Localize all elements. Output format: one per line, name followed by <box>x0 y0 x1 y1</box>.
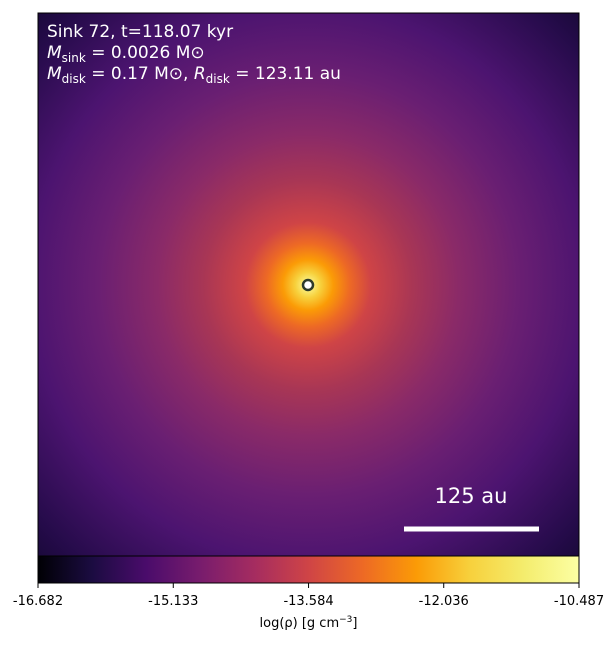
colorbar-tick-label: -15.133 <box>148 594 198 609</box>
symbol: R <box>194 64 206 84</box>
annotation-text: = 0.0026 M⊙ <box>86 43 205 63</box>
colorbar-label-superscript: −3 <box>339 615 352 625</box>
subscript: sink <box>62 51 86 65</box>
colorbar-tick-label: -16.682 <box>13 594 63 609</box>
annotation: Msink = 0.0026 M⊙ <box>47 43 205 65</box>
sink-marker <box>301 278 315 292</box>
colorbar-tick-label: -10.487 <box>554 594 604 609</box>
subscript: disk <box>206 72 230 86</box>
annotation-text: = 0.17 M⊙, <box>86 64 194 84</box>
annotation-text: = 123.11 au <box>230 64 341 84</box>
symbol: M <box>47 64 62 84</box>
colorbar <box>37 555 580 584</box>
colorbar-label-text: log(ρ) [g cm <box>260 616 340 631</box>
colorbar-label: log(ρ) [g cm−3] <box>260 615 358 631</box>
colorbar-tick-label: -13.584 <box>283 594 333 609</box>
colorbar-label-end: ] <box>352 616 357 631</box>
subscript: disk <box>62 72 86 86</box>
annotation: Mdisk = 0.17 M⊙, Rdisk = 123.11 au <box>47 64 341 86</box>
annotation: Sink 72, t=118.07 kyr <box>47 22 233 42</box>
scale-bar-label: 125 au <box>435 484 508 508</box>
colorbar-tick-label: -12.036 <box>419 594 469 609</box>
symbol: M <box>47 43 62 63</box>
